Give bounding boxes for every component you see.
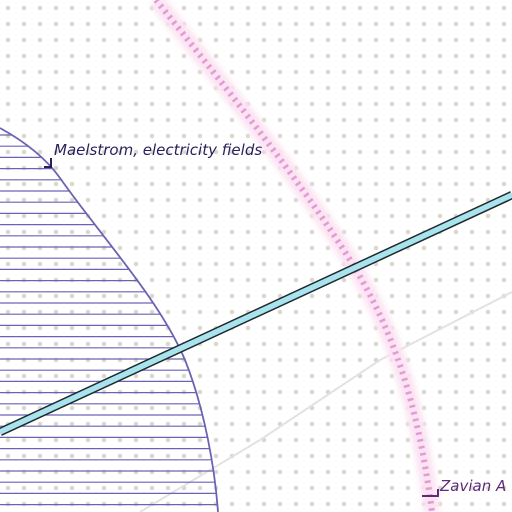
- region-label: Maelstrom, electricity fields: [54, 141, 262, 159]
- main-road-fill: [0, 192, 512, 435]
- border-label-group[interactable]: Zavian A: [422, 477, 506, 497]
- region-boundary: [0, 127, 219, 512]
- region-label-group[interactable]: Maelstrom, electricity fields: [44, 141, 262, 168]
- zavian-border[interactable]: [149, 0, 440, 512]
- main-road[interactable]: [0, 191, 512, 436]
- minor-road: [139, 291, 512, 512]
- border-label: Zavian A: [439, 477, 506, 495]
- border-dash-line: [153, 0, 435, 512]
- region-label-leader: [44, 158, 52, 168]
- border-label-leader: [422, 489, 439, 497]
